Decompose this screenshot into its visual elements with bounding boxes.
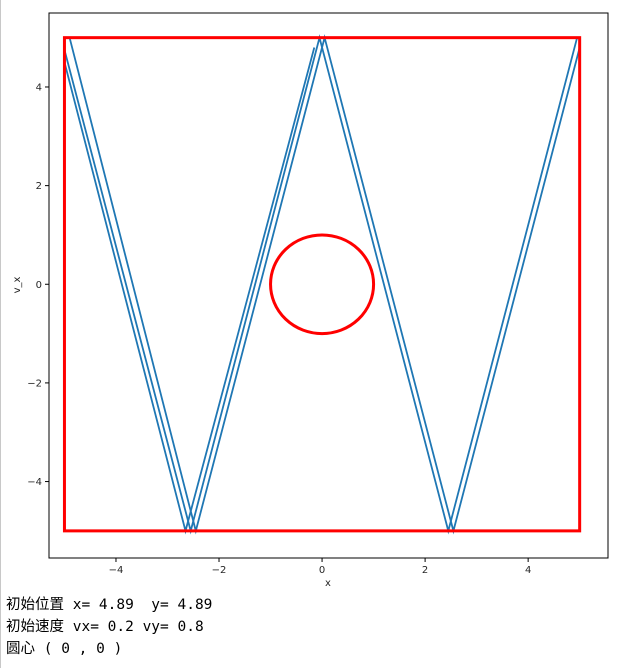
y-tick-label: 4 <box>36 82 42 93</box>
output-initial-velocity: 初始速度 vx= 0.2 vy= 0.8 <box>6 619 204 635</box>
y-tick-label: −4 <box>27 477 42 488</box>
trajectory-plot: −4 −2 0 2 4 −4 −2 0 2 4 x v_x <box>12 12 609 589</box>
boundary-circle <box>269 233 376 336</box>
boundary-square <box>62 36 582 533</box>
x-tick-label: 0 <box>319 565 325 576</box>
y-tick-label: 2 <box>36 181 42 192</box>
y-ticks: −4 −2 0 2 4 <box>27 82 49 488</box>
cell-left-border <box>0 0 1 668</box>
output-circle-center: 圆心 ( 0 , 0 ) <box>6 641 123 657</box>
y-tick-label: 0 <box>36 280 42 291</box>
y-axis-label: v_x <box>12 277 23 294</box>
y-tick-label: −2 <box>27 378 42 389</box>
output-initial-position: 初始位置 x= 4.89 y= 4.89 <box>6 597 213 613</box>
boundary-shapes <box>62 36 582 533</box>
x-tick-label: 2 <box>422 565 428 576</box>
x-ticks: −4 −2 0 2 4 <box>109 558 531 576</box>
x-axis-label: x <box>325 578 331 589</box>
x-tick-label: −4 <box>109 565 124 576</box>
axes-frame <box>48 12 609 559</box>
program-output: 初始位置 x= 4.89 y= 4.89 初始速度 vx= 0.2 vy= 0.… <box>6 594 616 660</box>
x-tick-label: 4 <box>525 565 531 576</box>
x-tick-label: −2 <box>212 565 227 576</box>
